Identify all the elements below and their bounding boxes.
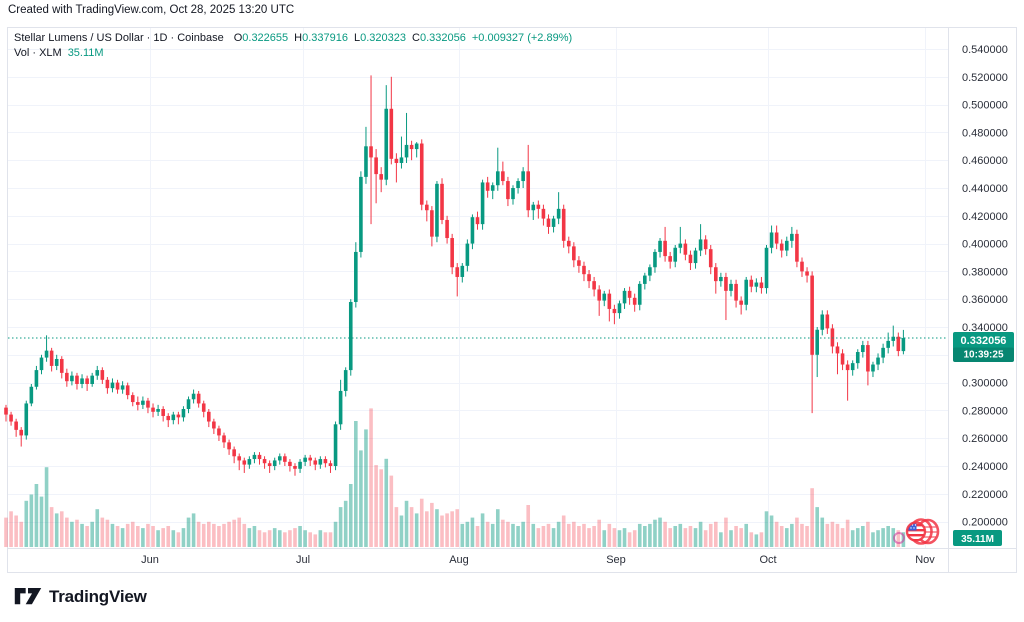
price-scale[interactable]: 0.540000 0.520000 0.500000 0.480000 0.460000…	[962, 44, 1008, 529]
price-tick-label: 0.500000	[962, 100, 1008, 112]
price-tick-label: 0.540000	[962, 44, 1008, 56]
price-tick-label: 0.460000	[962, 155, 1008, 167]
badge-countdown: 10:39:25	[963, 350, 1003, 361]
price-tick-label: 0.520000	[962, 72, 1008, 84]
price-tick-label: 0.220000	[962, 489, 1008, 501]
volume-value: 35.11M	[67, 47, 104, 59]
price-tick-label: 0.260000	[962, 433, 1008, 445]
legend-main-row: Stellar Lumens / US Dollar · 1D · Coinba…	[14, 31, 572, 46]
price-tick-label: 0.400000	[962, 239, 1008, 251]
ohlc-open: O0.322655	[233, 32, 289, 44]
ohlc-high: H0.337916	[294, 32, 348, 44]
badge-price-value: 0.332056	[961, 335, 1007, 347]
time-tick-label: Jul	[296, 554, 310, 566]
price-tick-label: 0.240000	[962, 461, 1008, 473]
time-tick-label: Sep	[606, 554, 626, 566]
change-value: +0.009327 (+2.89%)	[471, 32, 573, 44]
price-tick-label: 0.200000	[962, 517, 1008, 529]
price-tick-label: 0.480000	[962, 127, 1008, 139]
time-scale[interactable]: Jun Jul Aug Sep Oct Nov	[141, 554, 935, 566]
price-tick-label: 0.380000	[962, 266, 1008, 278]
ohlc-close: C0.332056	[412, 32, 466, 44]
price-tick-label: 0.340000	[962, 322, 1008, 334]
price-tick-label: 0.360000	[962, 294, 1008, 306]
tradingview-logo-text: TradingView	[49, 586, 147, 606]
time-tick-label: Aug	[449, 554, 469, 566]
price-tick-label: 0.440000	[962, 183, 1008, 195]
price-tick-label: 0.280000	[962, 405, 1008, 417]
volume-label: Vol · XLM	[14, 47, 62, 59]
time-tick-label: Oct	[759, 554, 776, 566]
grid-layer	[8, 28, 948, 548]
time-tick-label: Nov	[915, 554, 935, 566]
volume-layer	[4, 408, 906, 547]
ohlc-low: L0.320323	[354, 32, 407, 44]
symbol-title: Stellar Lumens / US Dollar · 1D · Coinba…	[14, 32, 224, 44]
current-price-badge: 0.332056 10:39:25	[953, 332, 1014, 362]
tradingview-logo[interactable]: TradingView	[14, 586, 147, 607]
time-tick-label: Jun	[141, 554, 159, 566]
symbol-legend[interactable]: Stellar Lumens / US Dollar · 1D · Coinba…	[14, 31, 572, 61]
volume-badge: 35.11M	[953, 530, 1002, 546]
candlestick-layer[interactable]	[4, 75, 906, 476]
price-tick-label: 0.420000	[962, 211, 1008, 223]
price-tick-label: 0.300000	[962, 378, 1008, 390]
tradingview-logo-icon	[14, 587, 42, 605]
pane-border	[7, 27, 1017, 573]
volume-badge-value: 35.11M	[961, 534, 994, 545]
us-flag-scribble-icon	[893, 518, 940, 545]
attribution-text: Created with TradingView.com, Oct 28, 20…	[8, 4, 295, 16]
legend-volume-row: Vol · XLM 35.11M	[14, 46, 572, 61]
